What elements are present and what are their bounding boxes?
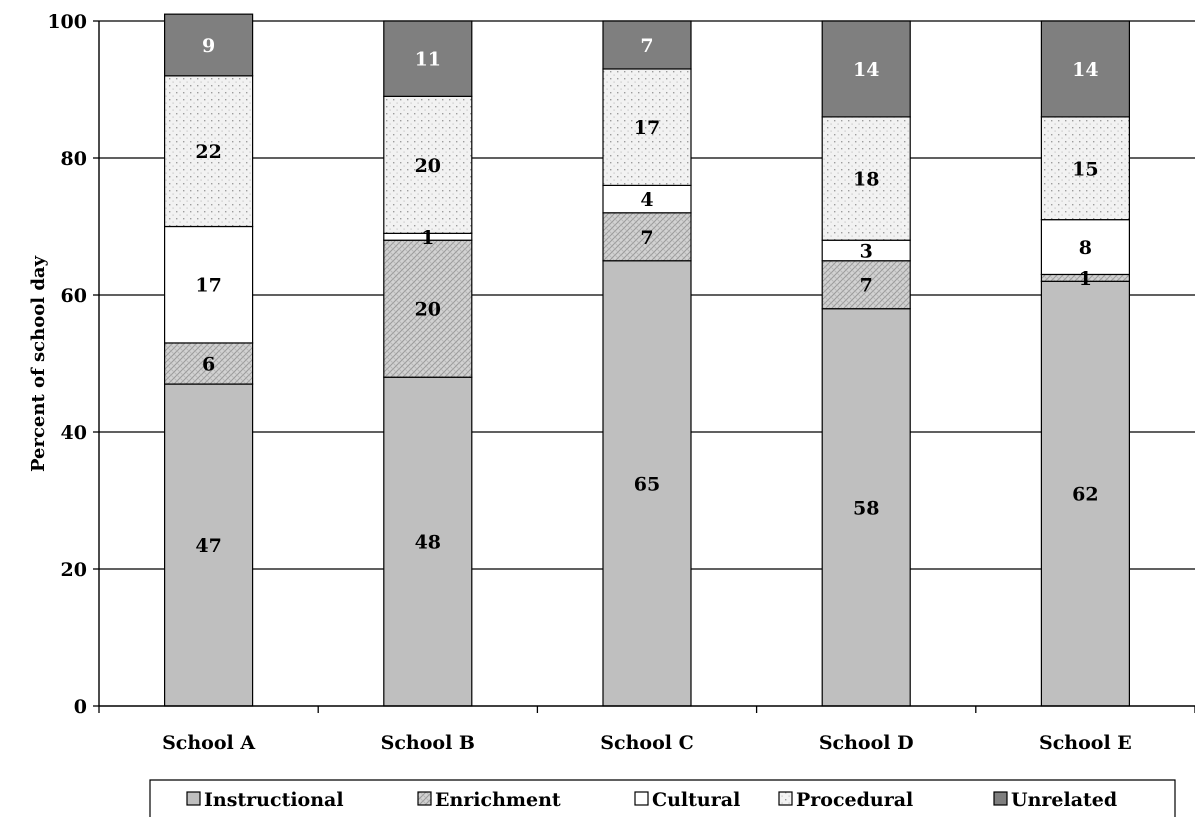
data-label: 20 [415,299,441,321]
bar-segment [164,13,254,77]
legend-swatch [778,791,793,806]
legend-swatch [993,791,1008,806]
bar-segment [821,116,911,241]
bar-segment [383,20,473,97]
legend-label: Enrichment [435,789,561,811]
bar-segment [1040,116,1131,221]
data-label: 11 [415,49,441,71]
bar-segment [164,383,254,707]
data-label: 9 [202,35,215,57]
data-label: 1 [421,227,434,249]
data-label: 48 [415,532,441,554]
bar-segment [1040,20,1131,118]
legend-swatch [634,791,649,806]
y-tick-label: 100 [47,11,87,33]
bar-segment [602,20,692,70]
data-label: 15 [1072,158,1098,180]
legend: Instructional Enrichment Cultural Procedura… [149,779,1176,817]
legend-label: Instructional [204,789,344,811]
bar-segment [383,239,473,378]
data-label: 1 [1079,268,1092,290]
data-label: 58 [853,497,879,519]
legend-label: Cultural [652,789,740,811]
data-label: 8 [1079,237,1092,259]
x-tick-label: School E [1039,732,1132,754]
data-label: 3 [860,240,873,262]
bar-segment [821,260,911,310]
data-label: 65 [634,473,660,495]
y-tick-label: 40 [61,422,87,444]
data-label: 20 [415,155,441,177]
bars [164,13,1131,707]
legend-swatch [186,791,201,806]
x-tick-label: School D [819,732,914,754]
x-tick-label: School B [381,732,475,754]
bar-segment [164,342,254,385]
bar-segment [602,68,692,186]
x-tick-label: School C [600,732,693,754]
bar-segment [1040,219,1131,276]
legend-swatch [417,791,432,806]
y-tick-label: 60 [61,285,87,307]
y-tick-label: 80 [61,148,87,170]
y-tick-label: 0 [74,696,87,718]
bar-segment [821,20,911,118]
data-label: 17 [195,275,221,297]
data-label: 7 [860,275,873,297]
data-label: 47 [195,535,221,557]
data-label: 18 [853,169,879,191]
legend-label: Procedural [796,789,913,811]
data-label: 6 [202,354,215,376]
x-tick-label: School A [162,732,255,754]
bar-segment [602,260,692,707]
data-label: 62 [1072,484,1098,506]
data-label: 7 [640,227,653,249]
data-label: 14 [1072,59,1098,81]
bar-segment [602,212,692,262]
axes: 0 20 40 60 80 100 School A School B School C Scho… [47,11,1195,754]
bar-segment [602,184,692,214]
bar-segment [1040,280,1131,707]
legend-label: Unrelated [1011,789,1117,811]
legend-frame [149,779,1176,817]
data-label: 14 [853,59,879,81]
data-label: 17 [634,117,660,139]
y-tick-label: 20 [61,559,87,581]
data-label: 22 [195,141,221,163]
bar-segment [383,95,473,234]
data-label: 7 [640,35,653,57]
y-axis-label: Percent of school day [28,255,49,472]
data-label: 4 [640,189,653,211]
